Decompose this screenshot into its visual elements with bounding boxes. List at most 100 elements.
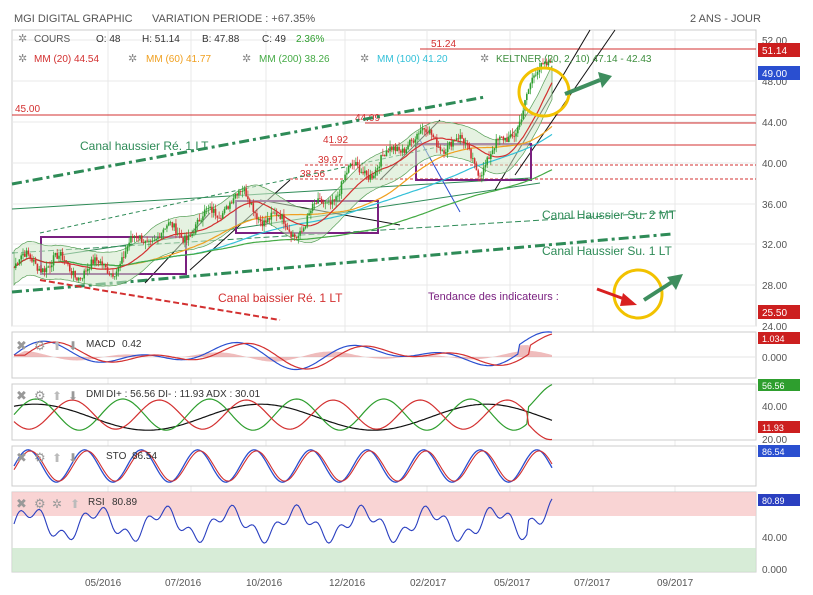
candle-body — [27, 250, 30, 255]
arrow-up-icon[interactable]: ⬆ — [52, 451, 62, 465]
close-icon[interactable]: ✖ — [16, 338, 27, 353]
price-badge-close — [758, 66, 800, 80]
settings-icon[interactable]: ✲ — [242, 53, 251, 65]
candle-body — [286, 227, 289, 230]
arrow-up-icon[interactable]: ⬆ — [52, 339, 62, 353]
candle-body — [211, 206, 213, 213]
arrow-down-icon[interactable]: ⬇ — [68, 451, 78, 465]
rsi-oversold-zone — [12, 548, 756, 572]
arrow-down-icon[interactable]: ⬇ — [68, 339, 78, 353]
candle-body — [212, 208, 215, 213]
annotation-canal-haussier-re: Canal haussier Ré. 1 LT — [80, 139, 209, 153]
level-label: 38.56 — [300, 169, 325, 180]
candle-body — [324, 202, 327, 204]
candle-body — [59, 251, 62, 256]
candle-body — [290, 231, 292, 237]
settings-icon[interactable]: ✲ — [18, 53, 27, 65]
settings-icon[interactable]: ✲ — [18, 33, 27, 45]
price-panel: 52.00 48.00 44.00 40.00 36.00 32.00 28.0… — [11, 29, 800, 572]
candle-body — [191, 234, 193, 237]
candle-body — [74, 270, 76, 278]
svg-text:O: 48: O: 48 — [96, 34, 121, 45]
candle-body — [452, 140, 454, 147]
candle-body — [373, 175, 375, 179]
candle-body — [20, 255, 22, 260]
candle-body — [392, 146, 395, 151]
candle-body — [173, 223, 175, 228]
legend-mm60: MM (60) 41.77 — [146, 54, 211, 65]
gear-icon[interactable]: ⚙ — [34, 388, 46, 403]
close-icon[interactable]: ✖ — [16, 388, 27, 403]
candle-body — [274, 212, 276, 214]
close-icon[interactable]: ✖ — [16, 496, 27, 511]
candle-body — [272, 212, 274, 214]
settings-icon[interactable]: ✲ — [52, 497, 62, 511]
gear-icon[interactable]: ⚙ — [34, 450, 46, 465]
close-icon[interactable]: ✖ — [16, 450, 27, 465]
candle-body — [203, 209, 206, 217]
candle-body — [310, 210, 312, 214]
candle-body — [497, 138, 499, 140]
arrow-up-icon[interactable]: ⬆ — [52, 389, 62, 403]
candle-body — [533, 75, 535, 78]
level-label: 45.00 — [15, 104, 40, 115]
dmi-label: DMI — [86, 389, 104, 400]
y-tick: 40.00 — [762, 159, 787, 170]
x-tick: 07/2017 — [574, 578, 611, 589]
candle-body — [468, 145, 471, 150]
candle-body — [284, 223, 287, 228]
candle-body — [391, 146, 393, 151]
candle-body — [490, 154, 492, 159]
candle-body — [407, 145, 409, 150]
candle-body — [131, 236, 134, 238]
rsi-overbought-zone — [12, 492, 756, 516]
candle-body — [515, 133, 517, 137]
candle-body — [500, 136, 503, 138]
candle-body — [243, 188, 246, 192]
candle-body — [481, 175, 483, 177]
candle-body — [320, 198, 323, 204]
candle-body — [230, 202, 233, 204]
price-badge-high — [758, 43, 800, 57]
candle-body — [459, 135, 462, 139]
settings-icon[interactable]: ✲ — [128, 53, 137, 65]
rsi-line — [13, 498, 553, 544]
candle-body — [221, 213, 224, 219]
gear-icon[interactable]: ⚙ — [34, 496, 46, 511]
arrow-down-icon[interactable]: ⬇ — [68, 389, 78, 403]
candle-body — [130, 236, 132, 243]
candle-body — [58, 255, 60, 259]
candle-body — [104, 264, 107, 268]
y-tick: 24.00 — [762, 322, 787, 333]
sto-panel: ✖ ⚙ ⬆ ⬇ STO 86.54 86.54 — [11, 445, 800, 487]
candle-body — [484, 164, 487, 168]
candle-body — [245, 188, 247, 197]
candle-body — [430, 129, 433, 135]
settings-icon[interactable]: ✲ — [480, 53, 489, 65]
candle-body — [227, 206, 229, 209]
candle-body — [544, 61, 546, 64]
candle-body — [16, 263, 19, 265]
candle-body — [473, 158, 476, 164]
y-tick: 32.00 — [762, 240, 787, 251]
arrow-up-icon[interactable]: ⬆ — [70, 497, 80, 511]
gear-icon[interactable]: ⚙ — [34, 338, 46, 353]
candle-body — [315, 203, 318, 205]
candle-body — [169, 222, 172, 224]
dmi-tick: 40.00 — [762, 402, 787, 413]
candle-body — [423, 128, 426, 130]
candle-body — [326, 202, 328, 204]
candle-body — [22, 253, 24, 256]
candle-body — [279, 215, 282, 219]
candle-body — [535, 74, 537, 76]
candle-body — [90, 259, 93, 269]
settings-icon[interactable]: ✲ — [360, 53, 369, 65]
candle-body — [540, 63, 543, 69]
candle-body — [329, 201, 332, 205]
candle-body — [196, 219, 199, 225]
arrow-down-icon — [596, 287, 637, 306]
candle-body — [164, 228, 166, 230]
candle-body — [495, 138, 498, 149]
cours-legend: ✲ COURS O: 48 H: 51.14 B: 47.88 C: 49 2.… — [18, 33, 324, 45]
candle-body — [295, 236, 298, 238]
